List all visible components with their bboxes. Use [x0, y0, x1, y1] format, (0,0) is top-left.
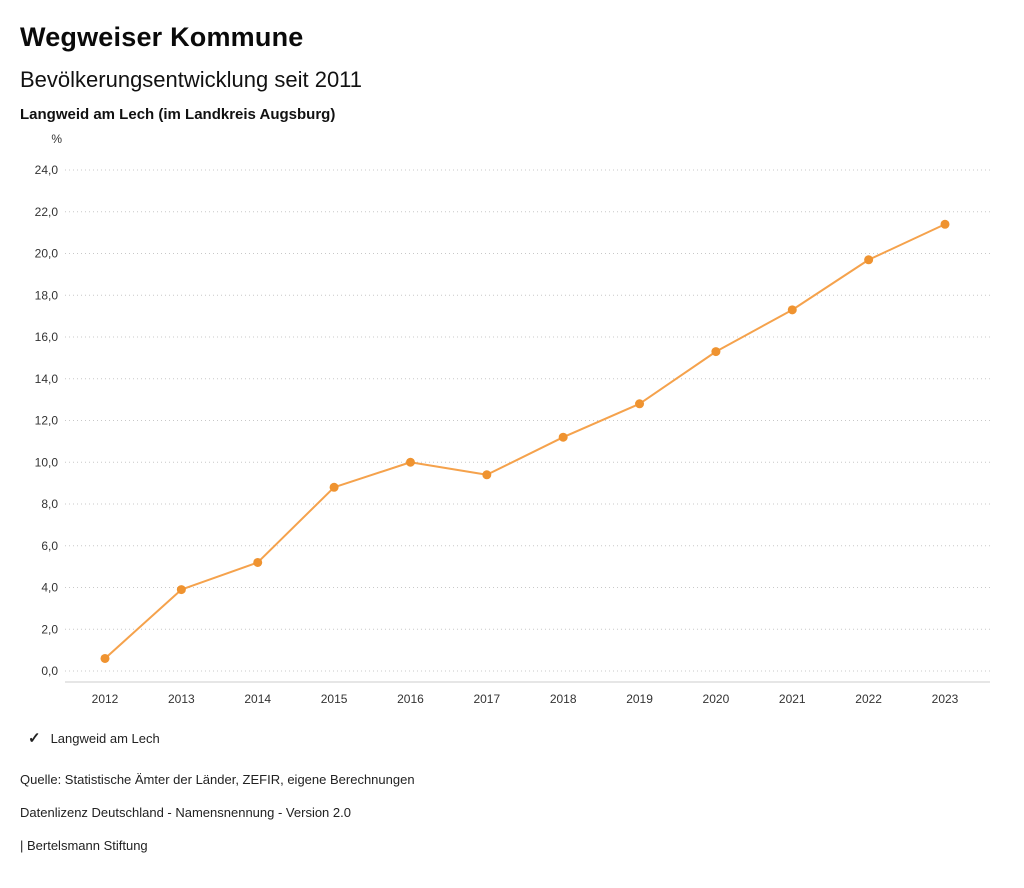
x-tick-label: 2022: [855, 692, 882, 706]
y-tick-label: 22,0: [35, 205, 59, 219]
legend-check-icon: ✓: [28, 730, 41, 747]
y-tick-label: 24,0: [35, 163, 59, 177]
y-tick-label: 6,0: [41, 539, 58, 553]
legend-label: Langweid am Lech: [50, 731, 160, 746]
data-point[interactable]: [635, 399, 645, 409]
data-point[interactable]: [864, 255, 874, 265]
data-point[interactable]: [176, 585, 186, 595]
page-title: Wegweiser Kommune: [20, 22, 304, 52]
data-point[interactable]: [100, 653, 110, 663]
y-tick-label: 18,0: [35, 288, 59, 302]
x-tick-label: 2014: [244, 692, 271, 706]
data-point[interactable]: [558, 432, 568, 442]
x-tick-label: 2012: [92, 692, 119, 706]
x-tick-label: 2018: [550, 692, 577, 706]
data-point[interactable]: [787, 305, 797, 315]
data-point[interactable]: [940, 219, 950, 229]
x-tick-label: 2023: [932, 692, 959, 706]
chart-title: Bevölkerungsentwicklung seit 2011: [20, 67, 363, 92]
legend-item-langweid[interactable]: ✓ Langweid am Lech: [28, 731, 160, 746]
data-point[interactable]: [329, 482, 339, 492]
data-point[interactable]: [711, 347, 721, 357]
chart-subtitle: Langweid am Lech (im Landkreis Augsburg): [20, 106, 336, 123]
license-note: Datenlizenz Deutschland - Namensnennung …: [20, 805, 351, 820]
attribution-note: | Bertelsmann Stiftung: [20, 838, 148, 853]
y-tick-label: 20,0: [35, 247, 59, 261]
line-chart: 0,0 2,0 4,0 6,0 8,0 10,0 12,0 14,0 16,0 18,0 20,0 2…: [0, 125, 1024, 717]
y-tick-label: 14,0: [35, 372, 59, 386]
data-point[interactable]: [405, 457, 415, 467]
chart-canvas: 0,0 2,0 4,0 6,0 8,0 10,0 12,0 14,0 16,0 18,0 20,0 2…: [35, 132, 990, 706]
x-tick-label: 2017: [473, 692, 500, 706]
x-tick-label: 2016: [397, 692, 424, 706]
y-tick-label: 10,0: [35, 455, 59, 469]
y-tick-label: 16,0: [35, 330, 59, 344]
x-tick-label: 2013: [168, 692, 195, 706]
y-axis-unit-label: %: [51, 132, 62, 146]
y-tick-label: 2,0: [41, 622, 58, 636]
source-note: Quelle: Statistische Ämter der Länder, Z…: [20, 772, 415, 787]
y-tick-label: 8,0: [41, 497, 58, 511]
series-line: [104, 223, 946, 660]
data-point[interactable]: [482, 470, 492, 480]
x-tick-label: 2019: [626, 692, 653, 706]
y-tick-label: 4,0: [41, 581, 58, 595]
y-tick-label: 0,0: [41, 664, 58, 678]
x-tick-label: 2020: [703, 692, 730, 706]
x-tick-label: 2021: [779, 692, 806, 706]
chart-footer: Quelle: Statistische Ämter der Länder, Z…: [20, 772, 1024, 853]
data-point[interactable]: [253, 557, 263, 567]
x-tick-label: 2015: [321, 692, 348, 706]
y-tick-label: 12,0: [35, 414, 59, 428]
chart-header: Wegweiser Kommune Bevölkerungsentwicklun…: [0, 0, 1024, 123]
